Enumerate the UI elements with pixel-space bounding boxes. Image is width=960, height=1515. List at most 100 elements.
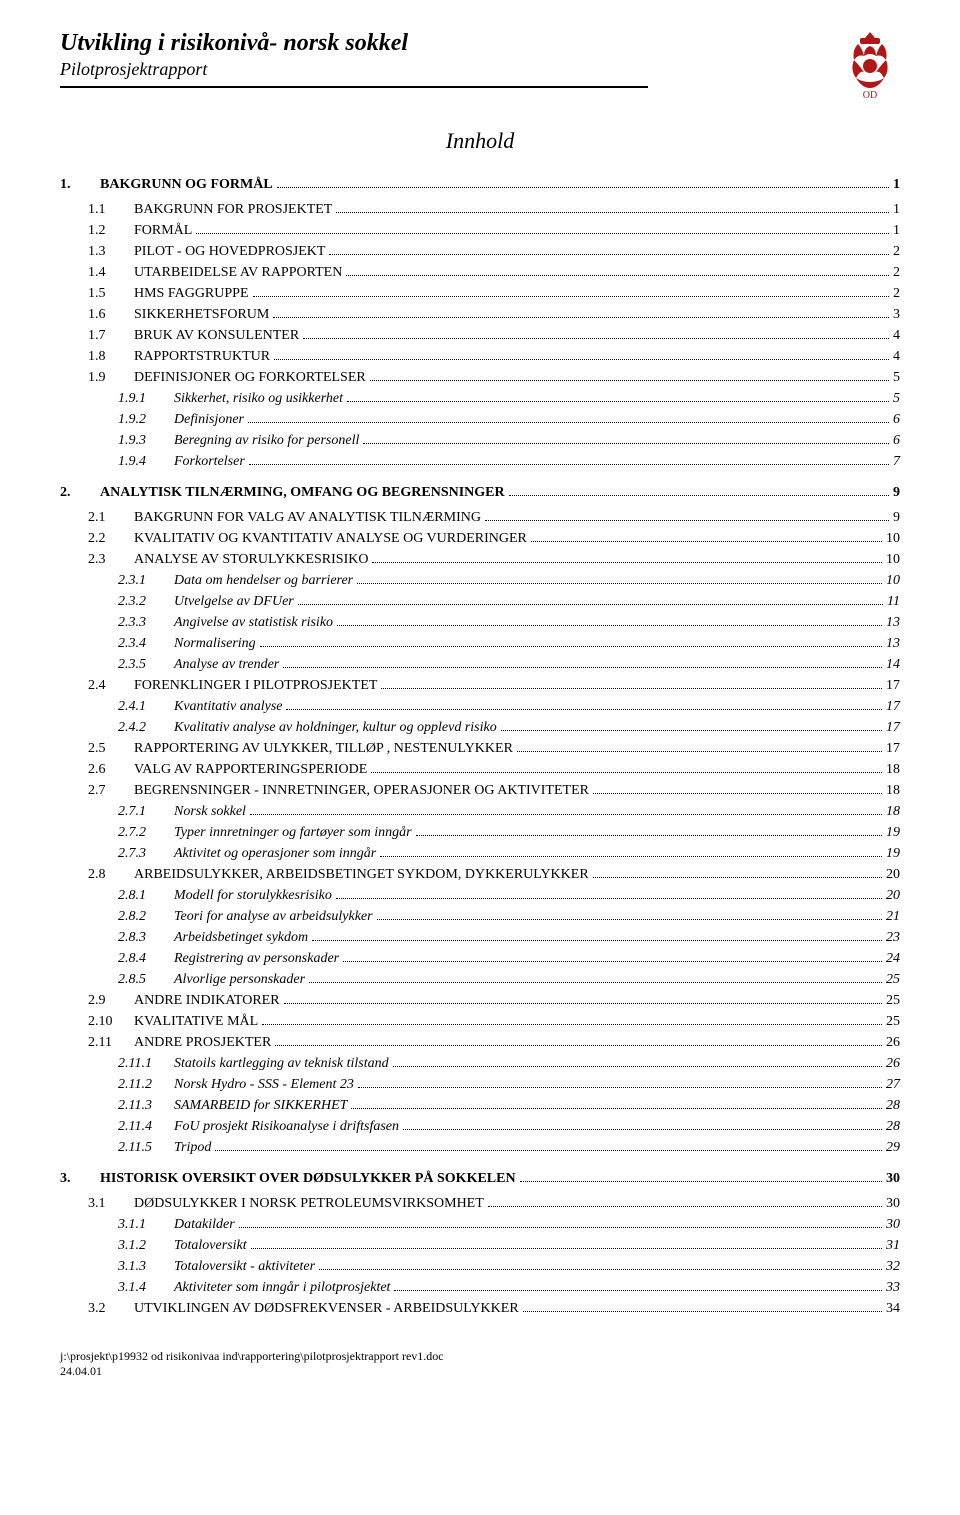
toc-page-number: 4 [893,325,900,346]
toc-number: 2.4.2 [118,717,168,738]
toc-page-number: 10 [886,570,900,591]
toc-label: RAPPORTSTRUKTUR [134,346,270,367]
toc-number: 2.8.1 [118,885,168,906]
toc-page-number: 31 [886,1235,900,1256]
toc-number: 2.8.4 [118,948,168,969]
toc-number: 2.8.5 [118,969,168,990]
page-footer: j:\prosjekt\p19932 od risikonivaa ind\ra… [60,1349,900,1379]
page-header: Utvikling i risikonivå- norsk sokkel Pil… [60,30,900,88]
table-of-contents: 1.BAKGRUNN OG FORMÅL11.1BAKGRUNN FOR PRO… [60,174,900,1319]
toc-page-number: 28 [886,1095,900,1116]
header-subtitle: Pilotprosjektrapport [60,59,900,80]
toc-leader-dots [393,1066,882,1067]
toc-entry: 2.2KVALITATIV OG KVANTITATIV ANALYSE OG … [88,528,900,549]
toc-entry: 2.11.1 Statoils kartlegging av teknisk ti… [118,1053,900,1074]
toc-number: 2.11.3 [118,1095,168,1116]
toc-entry: 2.4FORENKLINGER I PILOTPROSJEKTET17 [88,675,900,696]
toc-leader-dots [593,877,882,878]
toc-number: 1.4 [88,262,128,283]
toc-page-number: 25 [886,969,900,990]
toc-entry: 1.4UTARBEIDELSE AV RAPPORTEN2 [88,262,900,283]
toc-label: Teori for analyse av arbeidsulykker [174,906,373,927]
toc-label: Arbeidsbetinget sykdom [174,927,308,948]
footer-date: 24.04.01 [60,1364,900,1379]
toc-leader-dots [274,359,889,360]
toc-leader-dots [394,1290,882,1291]
toc-entry: 1.9.4Forkortelser7 [118,451,900,472]
toc-label: Utvelgelse av DFUer [174,591,294,612]
toc-label: UTVIKLINGEN AV DØDSFREKVENSER - ARBEIDSU… [134,1298,519,1319]
toc-leader-dots [283,667,882,668]
toc-page-number: 28 [886,1116,900,1137]
toc-leader-dots [273,317,889,318]
toc-page-number: 9 [893,482,900,503]
toc-number: 2.7.3 [118,843,168,864]
document-page: Utvikling i risikonivå- norsk sokkel Pil… [0,0,960,1399]
toc-page-number: 27 [886,1074,900,1095]
toc-page-number: 1 [893,220,900,241]
toc-number: 1.9.2 [118,409,168,430]
toc-label: Totaloversikt [174,1235,247,1256]
toc-entry: 1.6SIKKERHETSFORUM3 [88,304,900,325]
toc-label: BAKGRUNN FOR VALG AV ANALYTISK TILNÆRMIN… [134,507,481,528]
toc-leader-dots [343,961,882,962]
toc-number: 3.1.1 [118,1214,168,1235]
toc-number: 1.9 [88,367,128,388]
toc-entry: 3.1.4Aktiviteter som inngår i pilotprosj… [118,1277,900,1298]
toc-page-number: 18 [886,759,900,780]
toc-entry: 2.7.3Aktivitet og operasjoner som inngår… [118,843,900,864]
toc-page-number: 23 [886,927,900,948]
toc-leader-dots [260,646,882,647]
toc-number: 2.7.2 [118,822,168,843]
toc-page-number: 4 [893,346,900,367]
toc-leader-dots [509,495,889,496]
toc-number: 2.7.1 [118,801,168,822]
toc-entry: 1.8RAPPORTSTRUKTUR4 [88,346,900,367]
toc-label: DØDSULYKKER I NORSK PETROLEUMSVIRKSOMHET [134,1193,484,1214]
toc-page-number: 10 [886,528,900,549]
toc-label: ANALYTISK TILNÆRMING, OMFANG OG BEGRENSN… [100,482,505,503]
toc-page-number: 7 [893,451,900,472]
toc-label: UTARBEIDELSE AV RAPPORTEN [134,262,342,283]
toc-page-number: 6 [893,409,900,430]
toc-label: RAPPORTERING AV ULYKKER, TILLØP , NESTEN… [134,738,513,759]
toc-number: 1.5 [88,283,128,304]
toc-leader-dots [336,212,889,213]
toc-number: 2.3.2 [118,591,168,612]
toc-number: 2.11.1 [118,1053,168,1074]
toc-entry: 2.7BEGRENSNINGER - INNRETNINGER, OPERASJ… [88,780,900,801]
toc-page-number: 5 [893,367,900,388]
toc-leader-dots [275,1045,882,1046]
toc-label: HMS FAGGRUPPE [134,283,249,304]
toc-leader-dots [370,380,889,381]
toc-label: Definisjoner [174,409,244,430]
toc-page-number: 30 [886,1193,900,1214]
toc-label: Normalisering [174,633,256,654]
toc-leader-dots [593,793,882,794]
toc-page-number: 2 [893,241,900,262]
toc-leader-dots [351,1108,882,1109]
toc-page-number: 5 [893,388,900,409]
toc-leader-dots [277,187,889,188]
toc-number: 1.7 [88,325,128,346]
toc-number: 2.2 [88,528,128,549]
toc-label: SAMARBEID for SIKKERHET [174,1095,347,1116]
toc-entry: 2.3.4Normalisering13 [118,633,900,654]
toc-entry: 2.11ANDRE PROSJEKTER26 [88,1032,900,1053]
toc-number: 2. [60,482,94,503]
toc-page-number: 19 [886,822,900,843]
toc-label: Beregning av risiko for personell [174,430,359,451]
toc-entry: 2.3ANALYSE AV STORULYKKESRISIKO10 [88,549,900,570]
toc-number: 2.6 [88,759,128,780]
toc-page-number: 11 [887,591,900,612]
toc-page-number: 17 [886,696,900,717]
toc-leader-dots [303,338,889,339]
toc-title: Innhold [60,128,900,154]
toc-number: 2.4.1 [118,696,168,717]
toc-page-number: 20 [886,885,900,906]
toc-number: 3.2 [88,1298,128,1319]
toc-label: Statoils kartlegging av teknisk tilstand [174,1053,389,1074]
toc-number: 1.3 [88,241,128,262]
toc-page-number: 26 [886,1032,900,1053]
toc-number: 2.1 [88,507,128,528]
